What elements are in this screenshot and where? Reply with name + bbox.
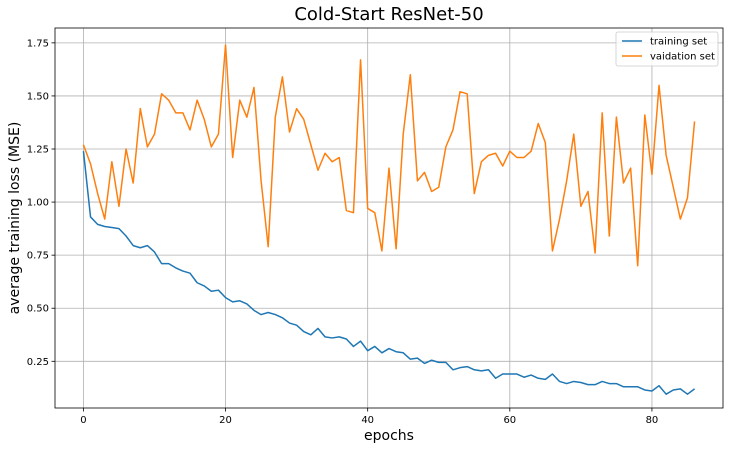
legend-label-vaidation-set: vaidation set	[650, 52, 715, 63]
plot-frame	[54, 27, 724, 409]
y-tick-label: 1.50	[27, 91, 49, 102]
legend-label-training-set: training set	[650, 37, 707, 48]
x-tick-label: 60	[503, 415, 516, 426]
y-axis-label: average training loss (MSE)	[7, 122, 23, 315]
x-tick-label: 40	[361, 415, 374, 426]
series-line-vaidation-set	[82, 44, 696, 267]
axis-ticks: 0 20 40 60 80 0.25 0.50 0.75 1.00 1.25 1.50 1.75	[27, 38, 659, 426]
grid	[55, 28, 723, 408]
y-tick-label: 1.75	[27, 38, 49, 49]
x-tick-label: 80	[646, 415, 659, 426]
series-line-training-set	[82, 151, 696, 395]
x-tick-label: 0	[80, 415, 86, 426]
legend: training set vaidation set	[615, 31, 719, 67]
x-axis-label: epochs	[364, 428, 414, 444]
x-tick-label: 20	[219, 415, 232, 426]
series-lines	[82, 44, 696, 395]
chart-title: Cold-Start ResNet-50	[294, 4, 483, 25]
y-tick-label: 0.25	[27, 357, 49, 368]
y-tick-label: 1.00	[27, 198, 49, 209]
y-tick-label: 1.25	[27, 145, 49, 156]
y-tick-label: 0.50	[27, 304, 49, 315]
y-tick-label: 0.75	[27, 251, 49, 262]
